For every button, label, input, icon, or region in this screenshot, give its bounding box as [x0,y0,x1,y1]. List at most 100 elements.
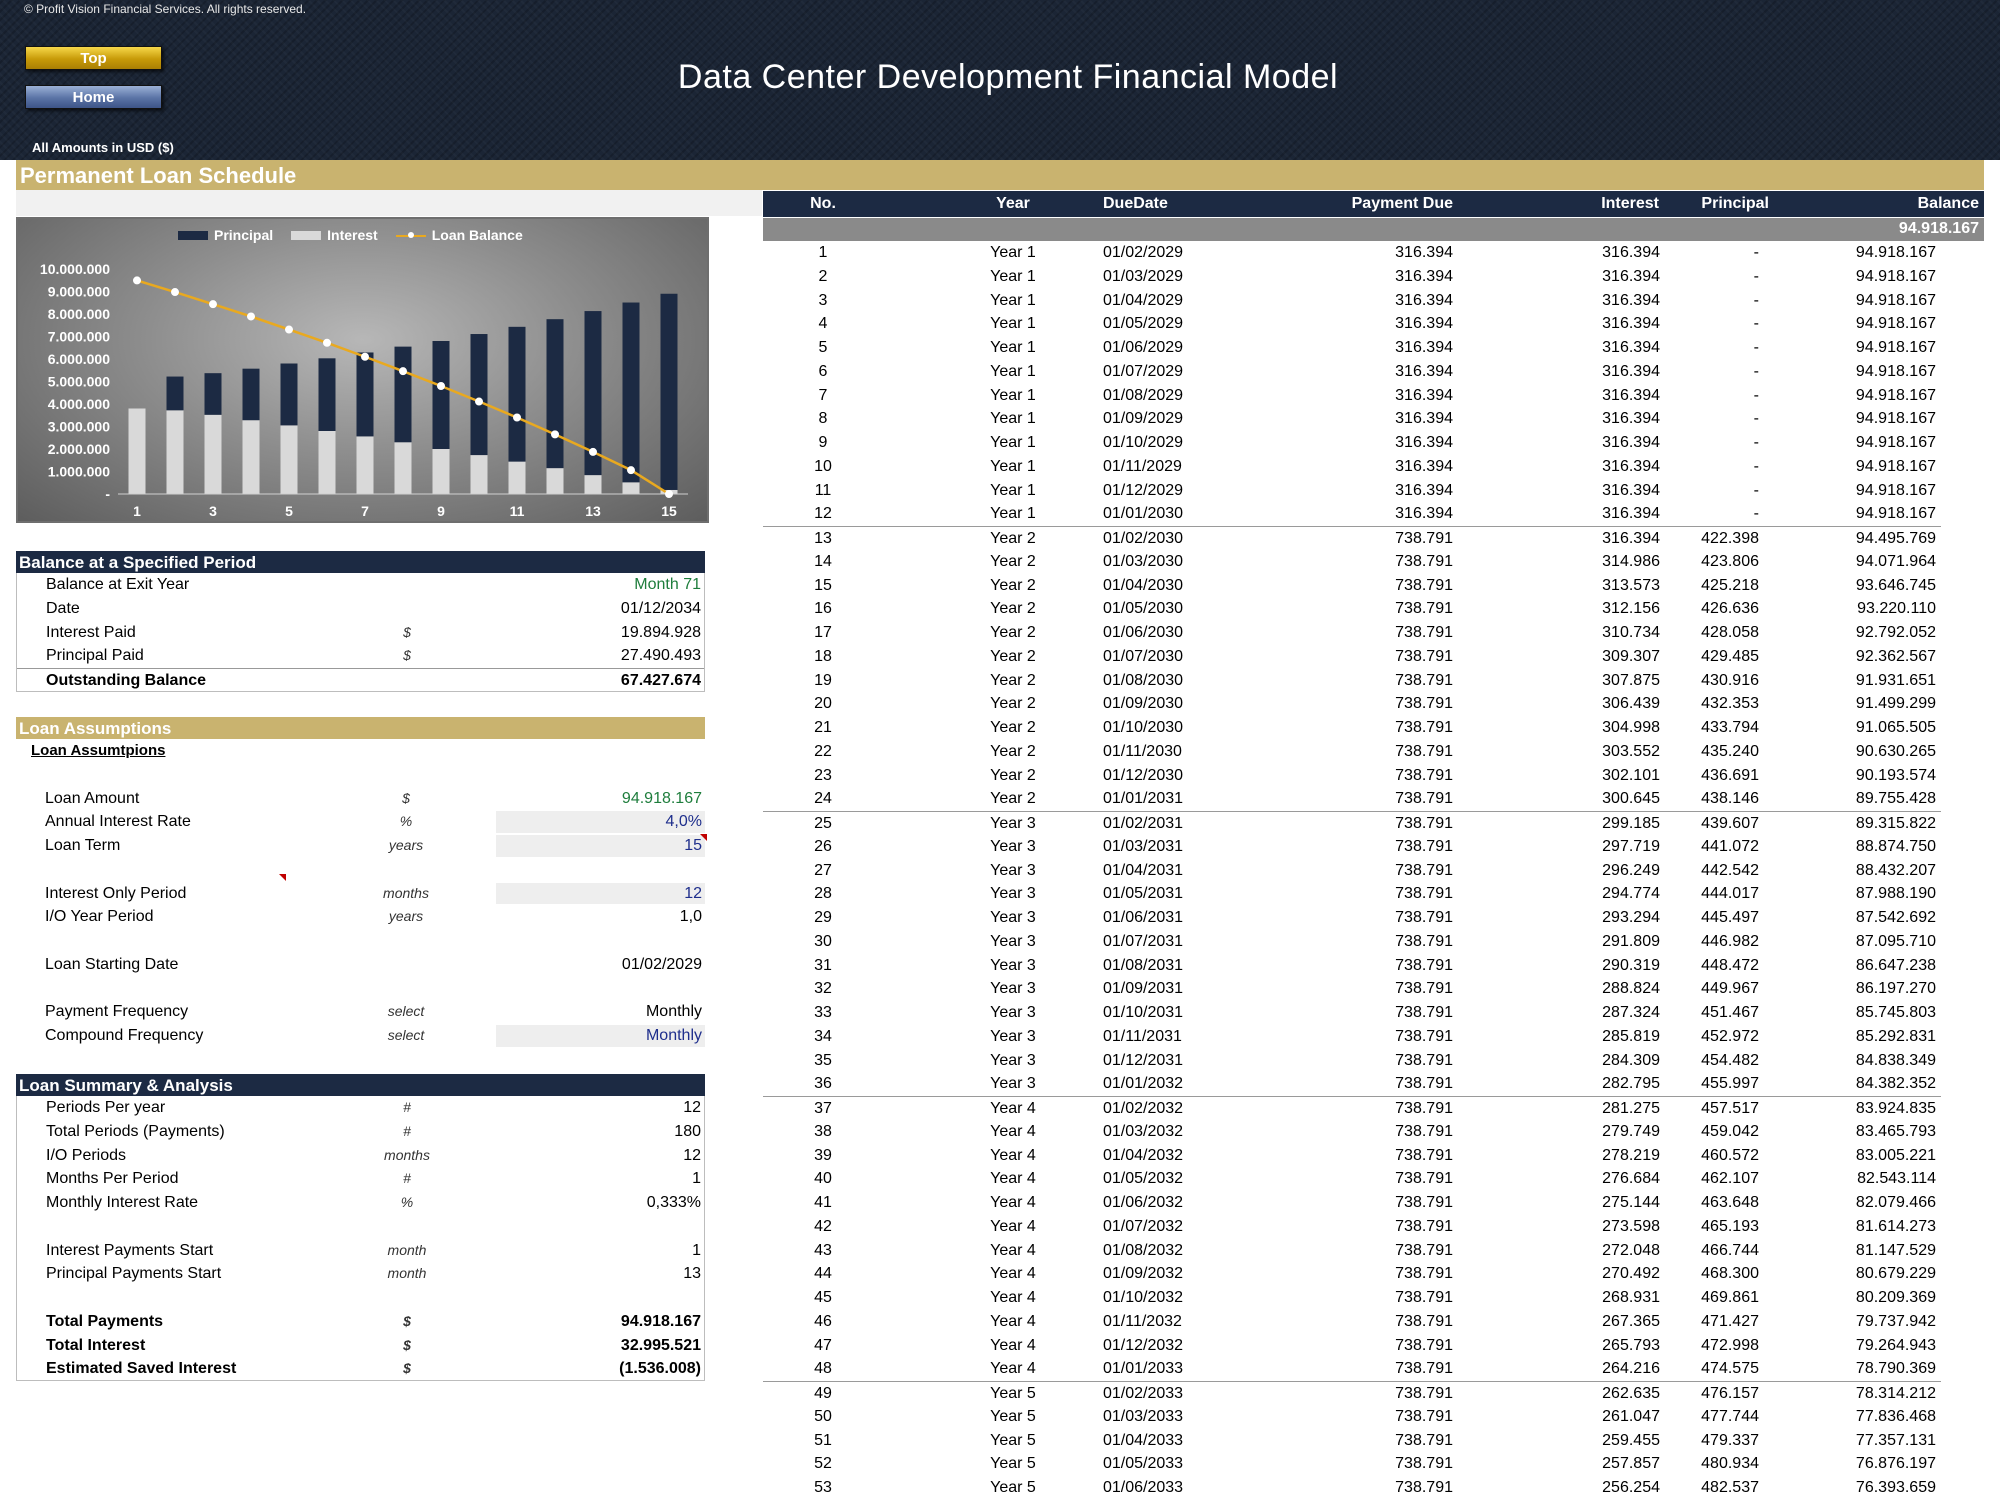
cell-year: Year 4 [990,1146,1036,1164]
row-unit: # [403,1170,411,1187]
cell-balance: 89.755.428 [1855,790,1936,808]
cell-balance: 77.357.131 [1855,1431,1936,1449]
cell-balance: 91.499.299 [1855,695,1936,713]
cell-payment: 738.791 [1395,552,1453,570]
principal-bar [660,293,678,490]
cell-payment: 738.791 [1395,1122,1453,1140]
cell-interest: 281.275 [1602,1100,1660,1117]
loan-balance-point [399,367,407,376]
cell-year: Year 4 [990,1265,1036,1283]
cell-duedate: 01/08/2029 [1103,386,1184,404]
table-row: 18 Year 2 01/07/2030 738.791 309.307 429.485 9… [763,645,1941,669]
cell-balance: 90.630.265 [1855,742,1936,760]
cell-no: 12 [814,505,832,523]
cell-balance: 87.095.710 [1855,932,1936,950]
x-tick-label: 15 [661,503,677,519]
interest-rate-input[interactable] [496,811,705,833]
interest-bar [356,436,374,494]
table-row: 38 Year 4 01/03/2032 738.791 279.749 459.042 8… [763,1120,1941,1144]
cell-duedate: 01/04/2029 [1103,291,1184,309]
cell-payment: 738.791 [1395,980,1453,998]
cell-payment: 316.394 [1395,481,1453,499]
table-row: 23 Year 2 01/12/2030 738.791 302.101 436.691 9… [763,764,1941,788]
row-value[interactable]: Monthly [645,1027,702,1044]
cell-duedate: 01/10/2032 [1103,1289,1184,1306]
cell-balance: 76.393.659 [1855,1479,1936,1496]
loan-balance-point [209,300,217,309]
cell-payment: 738.791 [1395,1075,1453,1093]
row-unit: years [388,837,424,853]
cell-payment: 738.791 [1395,647,1453,665]
cell-no: 16 [814,600,832,618]
assump-row-loan-amount: Loan Amount $94.918.167 [16,787,705,811]
cell-year: Year 3 [990,1027,1036,1045]
row-value[interactable]: 12 [684,884,702,902]
col-header-payment: Payment Due [1351,195,1453,212]
row-value: 0,333% [646,1194,701,1211]
balance-row-date: Date 01/12/2034 [17,597,704,621]
cell-interest: 290.319 [1602,956,1660,974]
cell-year: Year 2 [990,671,1036,689]
cell-payment: 316.394 [1395,410,1453,428]
y-tick-label: 10.000.000 [40,261,110,277]
io-period-input[interactable] [496,882,705,905]
table-row: 41 Year 4 01/06/2032 738.791 275.144 463.648 8… [763,1191,1941,1215]
comment-marker-icon[interactable] [279,873,286,881]
table-row: 52 Year 5 01/05/2033 738.791 257.857 480.934 7… [763,1452,1941,1476]
cell-no: 9 [818,434,828,451]
cell-interest: 296.249 [1602,861,1660,879]
cell-duedate: 01/12/2030 [1103,766,1184,784]
cell-year: Year 2 [990,624,1036,641]
balance-row-exit-year: Balance at Exit Year Month 71 [17,573,704,597]
cell-no: 22 [814,742,832,760]
row-value: 12 [683,1146,701,1164]
cell-principal: - [1753,410,1759,428]
cell-no: 3 [818,291,828,309]
cell-principal: - [1753,434,1759,451]
cell-duedate: 01/03/2030 [1103,552,1184,570]
row-label: Outstanding Balance [46,672,207,689]
interest-bar [280,425,298,494]
row-label: Compound Frequency [45,1027,204,1044]
cell-duedate: 01/05/2030 [1103,600,1184,618]
loan-term-input[interactable] [496,835,705,857]
cell-no: 32 [814,980,832,998]
table-row: 28 Year 3 01/05/2031 738.791 294.774 444.017 8… [763,882,1941,906]
cell-balance: 81.614.273 [1855,1217,1936,1235]
cell-year: Year 5 [990,1407,1036,1425]
cell-principal: 432.353 [1701,695,1759,713]
row-value: 67.427.674 [620,672,701,689]
spacer-row [16,929,705,953]
row-label: Periods Per year [46,1099,166,1116]
row-unit: month [387,1265,427,1282]
cell-no: 21 [814,719,832,736]
top-button[interactable]: Top [25,46,162,70]
compound-frequency-select[interactable] [496,1025,705,1047]
y-tick-label: - [105,486,110,502]
cell-balance: 77.836.468 [1855,1407,1936,1425]
row-value[interactable]: 15 [684,837,702,854]
col-header-year: Year [996,195,1030,212]
row-value: 19.894.928 [620,623,701,641]
row-value[interactable]: 4,0% [665,813,702,831]
row-unit: # [403,1099,411,1115]
loan-balance-point [437,382,445,390]
cell-no: 23 [814,766,832,784]
row-value: 180 [674,1122,701,1140]
home-button[interactable]: Home [25,85,162,109]
x-tick-label: 5 [285,503,293,519]
cell-year: Year 4 [990,1122,1036,1140]
cell-no: 39 [814,1146,832,1164]
comment-marker-icon[interactable] [700,834,707,841]
table-row: 15 Year 2 01/04/2030 738.791 313.573 425.218 9… [763,574,1941,598]
row-unit: % [399,813,413,830]
cell-no: 25 [814,815,832,832]
cell-duedate: 01/02/2033 [1103,1385,1184,1402]
cell-interest: 276.684 [1602,1170,1660,1188]
cell-principal: - [1753,267,1759,285]
assumptions-subtitle: Loan Assumtpions [31,742,166,759]
table-row: 4 Year 1 01/05/2029 316.394 316.394 - 94.918.1… [763,312,1941,336]
summary-row-total-periods: Total Periods (Payments) #180 [17,1120,704,1144]
cell-no: 24 [814,790,832,808]
assumptions-subtitle-row: Loan Assumtpions [16,739,705,763]
